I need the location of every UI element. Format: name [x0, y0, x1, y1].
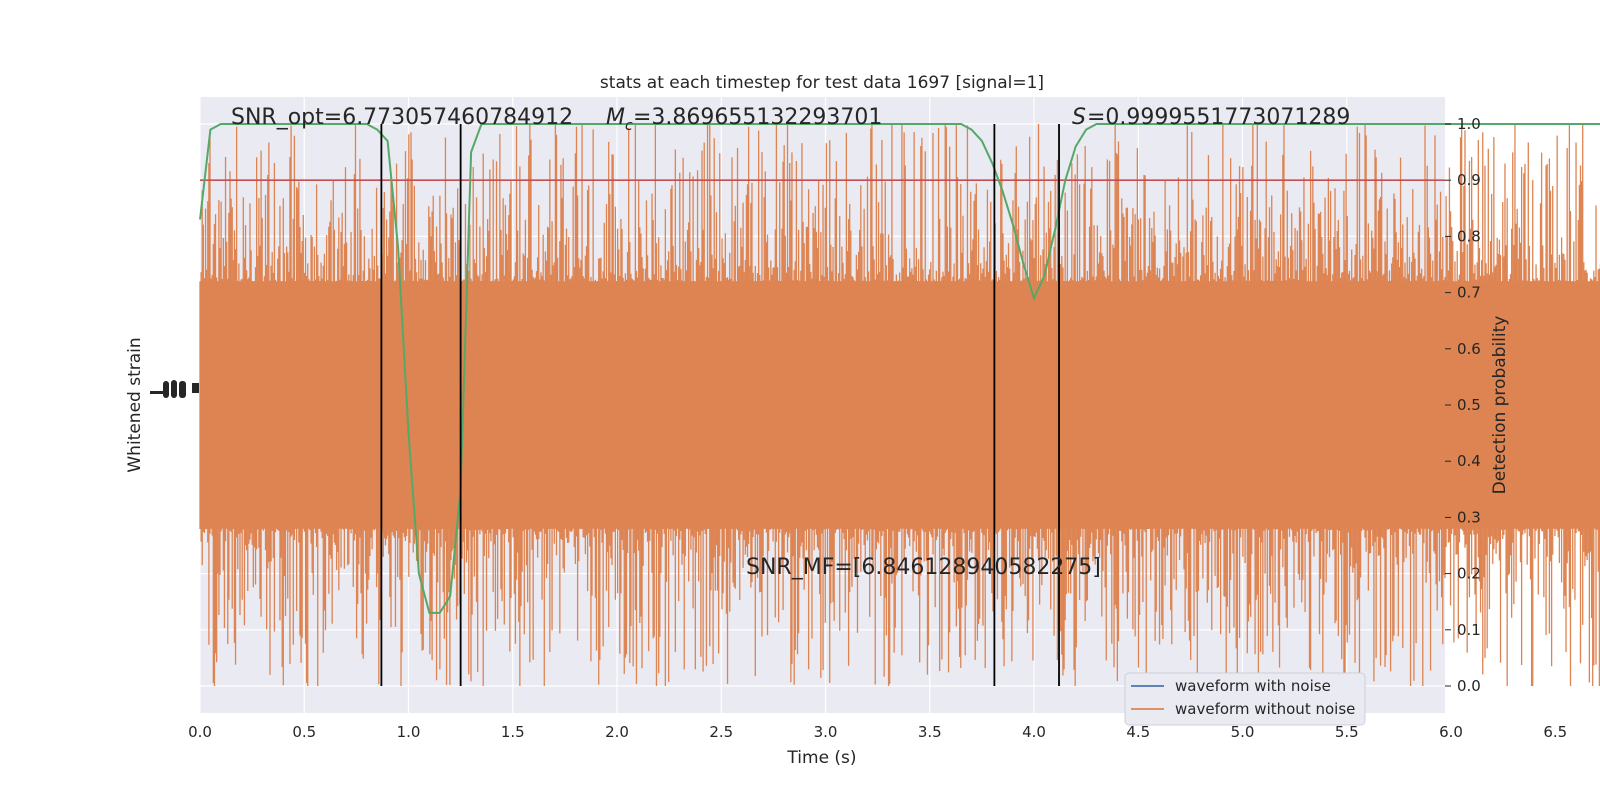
left-axis-overlap-marks [150, 380, 199, 398]
chart-title: stats at each timestep for test data 169… [600, 73, 1044, 93]
x-tick-label: 1.0 [397, 723, 421, 741]
x-axis-label: Time (s) [786, 748, 856, 768]
y-axis-label-right: Detection probability [1490, 316, 1510, 495]
vertical-markers [380, 124, 1060, 686]
detection-probability-series [199, 123, 1600, 614]
y-tick-label: 0.2 [1457, 565, 1481, 583]
x-tick-label: 2.5 [709, 723, 733, 741]
y-tick-label: 1.0 [1457, 115, 1481, 133]
x-tick-labels: 0.0 0.5 1.0 1.5 2.0 2.5 3.0 3.5 4.0 4.5 5.0 5.5 6.0 6… [188, 723, 1567, 741]
y-tick-label: 0.0 [1457, 677, 1481, 695]
x-tick-label: 4.5 [1126, 723, 1150, 741]
chirp-mass-annotation: M c =3.869655132293701 [606, 105, 882, 134]
y-tick-label: 0.3 [1457, 508, 1481, 526]
x-tick-label: 3.0 [814, 723, 838, 741]
chirp-mass-value: =3.869655132293701 [633, 105, 882, 130]
x-tick-label: 5.5 [1335, 723, 1359, 741]
snr-opt-annotation: SNR_opt=6.773057460784912 [231, 105, 573, 130]
x-tick-label: 6.0 [1439, 723, 1463, 741]
stat-s-annotation: S =0.9999551773071289 [1072, 105, 1350, 130]
stat-s-value: =0.9999551773071289 [1087, 105, 1350, 130]
legend: waveform with noise waveform without noi… [1124, 672, 1366, 726]
y-tick-label: 0.8 [1457, 227, 1481, 245]
x-tick-label: 3.5 [918, 723, 942, 741]
x-tick-label: 0.5 [292, 723, 316, 741]
y-tick-label: 0.5 [1457, 396, 1481, 414]
legend-box [1124, 672, 1366, 726]
y-tick-label: 0.4 [1457, 452, 1481, 470]
snr-mf-annotation: SNR_MF=[6.846128940582275] [746, 555, 1101, 580]
y-tick-label: 0.9 [1457, 171, 1481, 189]
svg-text:S: S [1072, 105, 1086, 130]
svg-text:M: M [606, 105, 625, 130]
detection-probability-line [199, 123, 1600, 614]
x-tick-label: 2.0 [605, 723, 629, 741]
x-tick-label: 5.0 [1231, 723, 1255, 741]
x-tick-label: 1.5 [501, 723, 525, 741]
legend-label-without-noise: waveform without noise [1175, 700, 1355, 718]
x-tick-label: 0.0 [188, 723, 212, 741]
y-tick-labels: 0.0 0.1 0.2 0.3 0.4 0.5 0.6 0.7 0.8 0.9 1.0 [1445, 115, 1481, 695]
y-tick-label: 0.1 [1457, 621, 1481, 639]
waveform-without-noise-series [199, 124, 1600, 686]
x-tick-label: 6.5 [1543, 723, 1567, 741]
y-tick-label: 0.7 [1457, 284, 1481, 302]
legend-label-with-noise: waveform with noise [1175, 677, 1331, 695]
y-axis-label-left: Whitened strain [125, 337, 145, 472]
y-tick-label: 0.6 [1457, 340, 1481, 358]
x-tick-label: 4.0 [1022, 723, 1046, 741]
svg-text:c: c [625, 118, 633, 134]
